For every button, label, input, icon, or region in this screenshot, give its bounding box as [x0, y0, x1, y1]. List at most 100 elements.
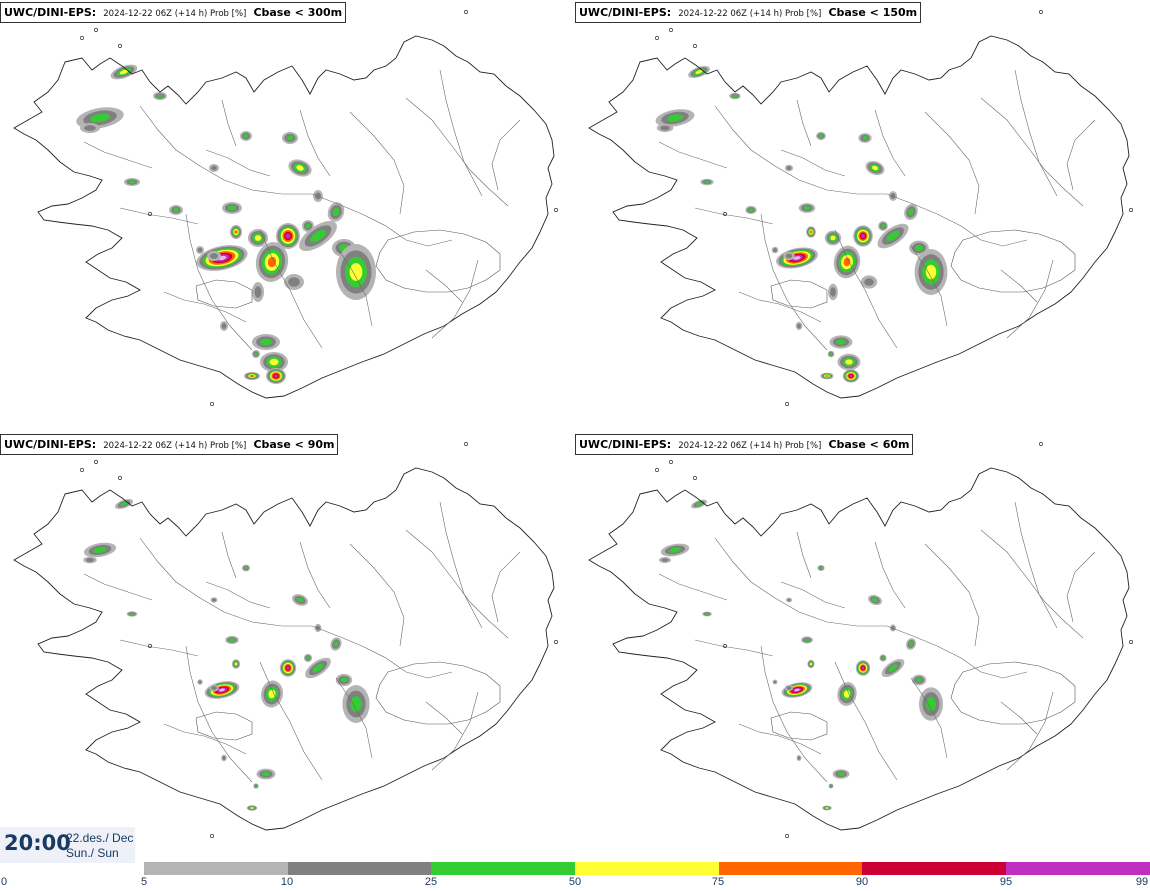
- probability-area: [784, 685, 794, 691]
- probability-color-legend: 0 5 10 25 50 75 90 95 99: [0, 862, 1150, 891]
- iceland-coastline: [588, 35, 1130, 399]
- island: [693, 44, 697, 48]
- probability-area: [837, 682, 857, 706]
- parameter-label: Cbase < 60m: [828, 438, 910, 451]
- probability-area: [266, 368, 286, 384]
- legend-color-swatch: [431, 862, 575, 875]
- island: [554, 640, 558, 644]
- glacier-outline: [195, 711, 253, 741]
- legend-tick-label: 10: [280, 876, 294, 888]
- panel-title: UWC/DINI-EPS: 2024-12-22 06Z (+14 h) Pro…: [575, 2, 922, 23]
- district-border: [83, 141, 153, 169]
- district-border: [714, 537, 887, 627]
- probability-area: [829, 335, 853, 349]
- district-border: [738, 723, 822, 755]
- probability-area: [881, 658, 905, 678]
- probability-area: [292, 594, 308, 606]
- iceland-coastline: [588, 467, 1130, 831]
- probability-area: [855, 660, 871, 676]
- probability-area: [878, 221, 888, 231]
- island: [118, 476, 122, 480]
- glacier-outline: [375, 229, 501, 293]
- district-border: [163, 723, 247, 755]
- probability-area: [256, 768, 276, 780]
- probability-area: [858, 133, 872, 143]
- island: [80, 468, 84, 472]
- district-border: [299, 109, 331, 177]
- probability-area: [745, 205, 757, 215]
- probability-area: [660, 543, 690, 557]
- probability-area: [700, 178, 714, 186]
- probability-area: [124, 178, 140, 186]
- legend-tick-label: 90: [855, 876, 869, 888]
- probability-area: [288, 159, 312, 177]
- district-border: [405, 529, 509, 639]
- district-border: [205, 149, 271, 177]
- probability-area: [335, 673, 353, 687]
- model-name: UWC/DINI-EPS: [4, 6, 92, 19]
- district-border: [139, 537, 312, 627]
- probability-area: [196, 245, 248, 271]
- island: [785, 834, 789, 838]
- island: [1129, 640, 1133, 644]
- probability-fields: [83, 498, 370, 811]
- district-border: [491, 551, 521, 623]
- island: [669, 28, 673, 32]
- iceland-coastline: [13, 467, 555, 831]
- island: [94, 460, 98, 464]
- iceland-map: [13, 10, 558, 406]
- island: [693, 476, 697, 480]
- district-border: [1014, 69, 1058, 197]
- run-info: 2024-12-22 06Z (+14 h) Prob [%]: [103, 9, 247, 19]
- legend-tick-label: 0: [0, 876, 8, 888]
- island: [80, 36, 84, 40]
- iceland-map: [588, 10, 1133, 406]
- probability-area: [824, 230, 842, 246]
- probability-area: [772, 679, 778, 685]
- probability-area: [253, 783, 259, 789]
- district-border: [185, 645, 253, 783]
- district-border: [874, 541, 906, 609]
- probability-area: [222, 202, 242, 214]
- probability-area: [822, 805, 832, 811]
- district-border: [431, 259, 479, 339]
- probability-area: [196, 246, 204, 254]
- island: [148, 644, 152, 648]
- district-border: [425, 269, 463, 303]
- probability-area: [279, 659, 297, 677]
- district-border: [834, 661, 898, 781]
- glacier-outline: [950, 661, 1076, 725]
- probability-area: [832, 769, 850, 779]
- probability-area: [806, 226, 816, 238]
- legend-color-swatch: [862, 862, 1006, 875]
- district-border: [694, 207, 774, 225]
- district-border: [834, 229, 898, 349]
- district-border: [139, 105, 312, 195]
- district-border: [221, 531, 237, 579]
- legend-color-swatch: [575, 862, 719, 875]
- island: [210, 402, 214, 406]
- probability-area: [204, 681, 240, 699]
- iceland-map: [588, 442, 1133, 838]
- probability-area: [210, 597, 218, 603]
- district-border: [1066, 551, 1096, 623]
- map-panel-cbase-60: UWC/DINI-EPS: 2024-12-22 06Z (+14 h) Pro…: [575, 432, 1150, 860]
- probability-area: [126, 611, 138, 617]
- district-border: [349, 111, 405, 215]
- probability-area: [659, 557, 671, 563]
- island: [655, 36, 659, 40]
- district-border: [299, 541, 331, 609]
- island: [464, 10, 468, 14]
- probability-area: [702, 611, 712, 617]
- probability-area: [261, 680, 283, 708]
- island: [464, 442, 468, 446]
- map-panel-cbase-300: UWC/DINI-EPS: 2024-12-22 06Z (+14 h) Pro…: [0, 0, 575, 428]
- legend-tick-label: 99: [1135, 876, 1149, 888]
- district-border: [694, 639, 774, 657]
- district-border: [874, 109, 906, 177]
- probability-area: [828, 783, 834, 789]
- island: [118, 44, 122, 48]
- district-border: [980, 97, 1084, 207]
- district-border: [1000, 269, 1038, 303]
- probability-area: [817, 565, 825, 571]
